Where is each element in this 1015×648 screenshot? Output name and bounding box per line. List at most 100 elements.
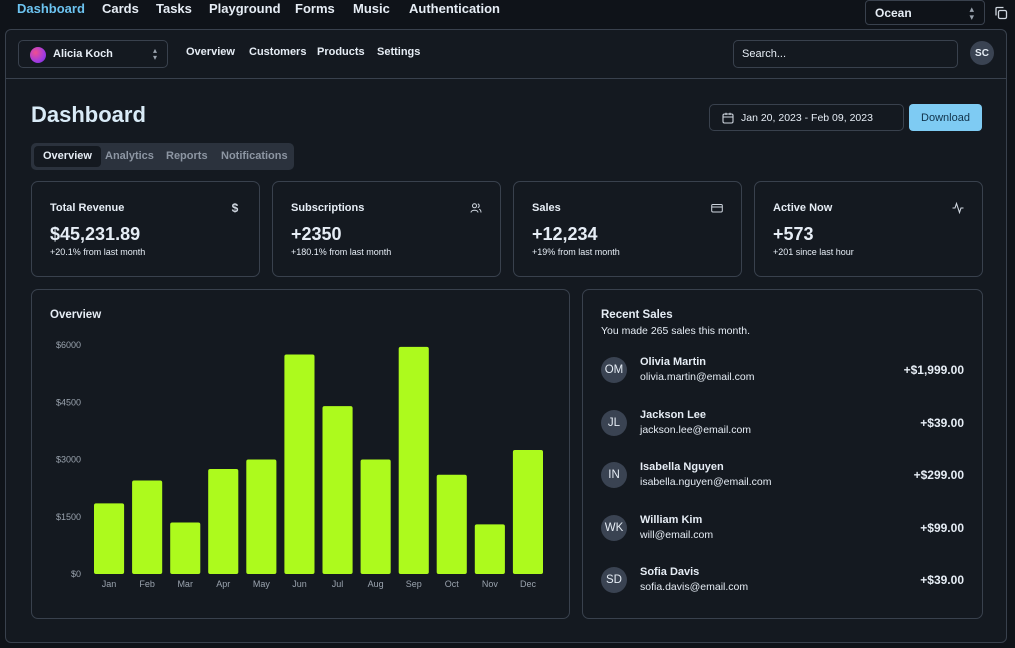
x-tick-label: Nov [482, 579, 499, 589]
theme-select-value: Ocean [875, 6, 912, 20]
y-tick-label: $0 [71, 569, 81, 579]
bar-feb[interactable] [132, 480, 163, 575]
sale-amount: +$299.00 [913, 468, 964, 482]
bar-aug[interactable] [360, 459, 391, 575]
app-frame: Alicia Koch ▴ ▾ Overview Customers Produc… [5, 29, 1007, 643]
recent-sales-card: Recent Sales You made 265 sales this mon… [582, 289, 983, 619]
stat-value: $45,231.89 [50, 224, 141, 244]
top-navigation: Dashboard Cards Tasks Playground Forms M… [0, 0, 1015, 28]
customer-email: sofia.davis@email.com [640, 581, 749, 593]
y-tick-label: $6000 [56, 340, 81, 350]
tab-reports[interactable]: Reports [166, 150, 208, 162]
avatar: IN [601, 462, 627, 488]
x-tick-label: Sep [406, 579, 422, 589]
sale-item: IN Isabella Nguyen isabella.nguyen@email… [601, 461, 964, 492]
stat-card-active-now: Active Now +573 +201 since last hour [754, 181, 983, 277]
topnav-cards[interactable]: Cards [102, 1, 139, 16]
stat-change: +201 since last hour [773, 247, 854, 257]
customer-email: olivia.martin@email.com [640, 371, 755, 383]
stat-change: +180.1% from last month [291, 247, 392, 257]
sale-amount: +$39.00 [920, 416, 964, 430]
overview-card: Overview $0 $1500 $3000 $4500 $6000 Jan Feb Mar… [31, 289, 570, 619]
tab-notifications[interactable]: Notifications [221, 150, 288, 162]
customer-name: Sofia Davis [640, 566, 700, 578]
stat-card-subscriptions: Subscriptions +2350 +180.1% from last mo… [272, 181, 501, 277]
topnav-playground[interactable]: Playground [209, 1, 281, 16]
search-input[interactable] [733, 40, 958, 68]
nav-overview[interactable]: Overview [186, 46, 235, 58]
stat-value: +573 [773, 224, 814, 244]
bar-mar[interactable] [170, 522, 201, 575]
sale-item: SD Sofia Davis sofia.davis@email.com +$3… [601, 566, 964, 597]
nav-settings[interactable]: Settings [377, 46, 421, 58]
team-name: Alicia Koch [53, 48, 113, 60]
tab-analytics[interactable]: Analytics [105, 150, 154, 162]
x-tick-label: Feb [139, 579, 155, 589]
date-range-picker[interactable]: Jan 20, 2023 - Feb 09, 2023 [709, 104, 904, 131]
credit-card-icon [711, 204, 723, 213]
stat-card-sales: Sales +12,234 +19% from last month [513, 181, 742, 277]
x-tick-label: Oct [445, 579, 460, 589]
stat-label: Total Revenue [50, 202, 125, 214]
nav-customers[interactable]: Customers [249, 46, 307, 58]
bar-dec[interactable] [512, 450, 543, 574]
topnav-music[interactable]: Music [353, 1, 390, 16]
bar-nov[interactable] [474, 524, 505, 574]
x-tick-label: May [253, 579, 271, 589]
bar-jul[interactable] [322, 406, 353, 574]
sale-item: JL Jackson Lee jackson.lee@email.com +$3… [601, 409, 964, 440]
stat-value: +2350 [291, 224, 342, 244]
sale-amount: +$39.00 [920, 573, 964, 587]
stat-card-total-revenue: Total Revenue $ $45,231.89 +20.1% from l… [31, 181, 260, 277]
x-tick-label: Jun [292, 579, 307, 589]
users-icon [470, 203, 482, 213]
topnav-dashboard[interactable]: Dashboard [17, 1, 85, 16]
stat-label: Active Now [773, 202, 833, 214]
bar-oct[interactable] [436, 474, 467, 574]
dollar-icon: $ [231, 201, 239, 215]
avatar: JL [601, 410, 627, 436]
x-tick-label: Aug [368, 579, 384, 589]
chevron-up-down-icon: ▴ ▾ [969, 4, 974, 22]
x-tick-label: Mar [177, 579, 193, 589]
bar-jun[interactable] [284, 354, 315, 575]
stat-change: +20.1% from last month [50, 247, 146, 257]
avatar: OM [601, 357, 627, 383]
bar-jan[interactable] [94, 503, 125, 574]
stat-label: Subscriptions [291, 202, 365, 214]
x-tick-label: Jan [102, 579, 117, 589]
customer-email: isabella.nguyen@email.com [640, 476, 772, 488]
topnav-authentication[interactable]: Authentication [409, 1, 500, 16]
customer-name: William Kim [640, 514, 703, 526]
copy-icon[interactable] [992, 4, 1010, 22]
user-avatar[interactable]: SC [970, 41, 994, 65]
bar-may[interactable] [246, 459, 277, 575]
customer-name: Jackson Lee [640, 409, 707, 421]
theme-select[interactable]: Ocean ▴ ▾ [865, 0, 985, 25]
download-button[interactable]: Download [909, 104, 982, 131]
stat-change: +19% from last month [532, 247, 620, 257]
overview-bar-chart: $0 $1500 $3000 $4500 $6000 Jan Feb Mar Apr May Jun… [56, 340, 543, 589]
activity-icon [952, 202, 964, 214]
x-tick-label: Jul [332, 579, 344, 589]
x-tick-label: Dec [520, 579, 537, 589]
page-title: Dashboard [31, 102, 146, 127]
calendar-icon [722, 112, 734, 124]
y-tick-label: $4500 [56, 397, 81, 407]
topnav-forms[interactable]: Forms [295, 1, 335, 16]
topnav-tasks[interactable]: Tasks [156, 1, 192, 16]
team-switcher[interactable]: Alicia Koch ▴ ▾ [18, 40, 168, 68]
stat-value: +12,234 [532, 224, 598, 244]
y-tick-label: $1500 [56, 512, 81, 522]
bar-sep[interactable] [398, 346, 429, 574]
bar-apr[interactable] [208, 469, 239, 574]
app-header: Alicia Koch ▴ ▾ Overview Customers Produc… [6, 30, 1006, 79]
tab-overview[interactable]: Overview [34, 146, 101, 167]
sale-item: WK William Kim will@email.com +$99.00 [601, 514, 964, 545]
recent-sales-subtitle: You made 265 sales this month. [601, 325, 751, 337]
customer-name: Olivia Martin [640, 356, 707, 368]
x-tick-label: Apr [216, 579, 230, 589]
nav-products[interactable]: Products [317, 46, 365, 58]
chart-title: Overview [50, 309, 102, 321]
chevron-up-down-icon: ▴ ▾ [152, 46, 157, 62]
